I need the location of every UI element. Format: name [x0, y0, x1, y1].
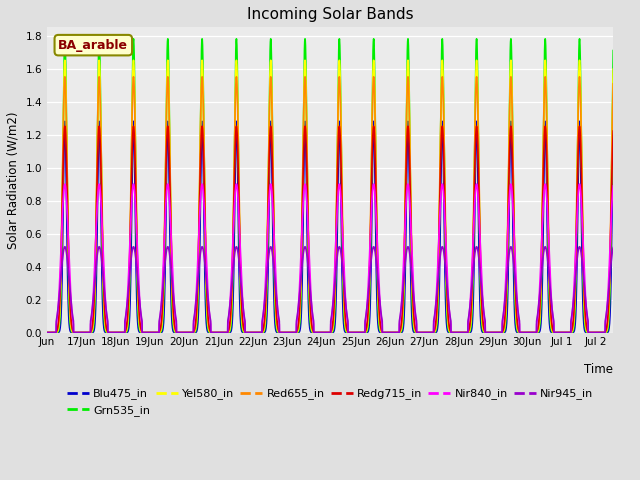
Title: Incoming Solar Bands: Incoming Solar Bands: [247, 7, 413, 22]
Text: BA_arable: BA_arable: [58, 39, 128, 52]
Line: Redg715_in: Redg715_in: [47, 126, 630, 333]
Line: Red655_in: Red655_in: [47, 77, 630, 333]
Line: Nir840_in: Nir840_in: [47, 184, 630, 333]
Line: Yel580_in: Yel580_in: [47, 60, 630, 333]
Y-axis label: Solar Radiation (W/m2): Solar Radiation (W/m2): [7, 111, 20, 249]
Line: Nir945_in: Nir945_in: [47, 247, 630, 333]
Text: Time: Time: [584, 363, 613, 376]
Legend: Blu475_in, Grn535_in, Yel580_in, Red655_in, Redg715_in, Nir840_in, Nir945_in: Blu475_in, Grn535_in, Yel580_in, Red655_…: [62, 384, 598, 420]
Line: Grn535_in: Grn535_in: [47, 39, 630, 333]
Line: Blu475_in: Blu475_in: [47, 121, 630, 333]
